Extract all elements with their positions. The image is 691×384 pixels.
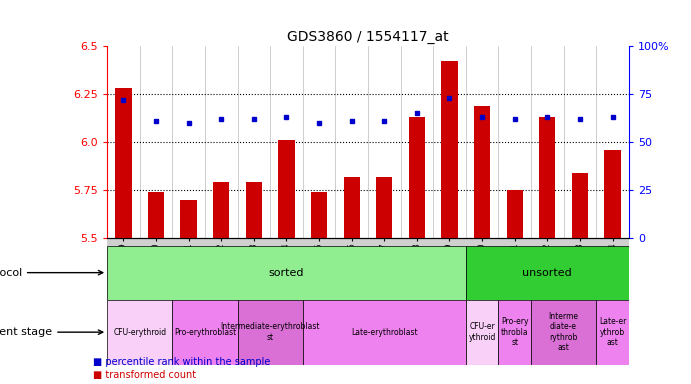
Bar (246, 182, 262, 238)
Text: Pro-ery
throbla
st: Pro-ery throbla st (501, 317, 529, 347)
Text: Late-er
ythrob
ast: Late-er ythrob ast (599, 317, 626, 347)
Bar (498, 300, 531, 365)
Bar (148, 192, 164, 238)
Bar (278, 140, 294, 238)
Text: unsorted: unsorted (522, 268, 572, 278)
Bar (507, 190, 523, 238)
Text: sorted: sorted (269, 268, 304, 278)
Title: GDS3860 / 1554117_at: GDS3860 / 1554117_at (287, 30, 448, 44)
Text: ■ percentile rank within the sample: ■ percentile rank within the sample (93, 357, 271, 367)
Text: CFU-er
ythroid: CFU-er ythroid (468, 323, 495, 342)
Bar (466, 246, 629, 300)
Text: protocol: protocol (0, 268, 103, 278)
Bar (238, 300, 303, 365)
Bar (442, 61, 457, 238)
Bar (466, 300, 498, 365)
Bar (571, 173, 588, 238)
Text: Late-erythroblast: Late-erythroblast (351, 328, 417, 337)
Bar (539, 117, 556, 238)
Bar (107, 246, 466, 300)
Text: CFU-erythroid: CFU-erythroid (113, 328, 167, 337)
Bar (376, 177, 392, 238)
Bar (605, 150, 621, 238)
Bar (596, 300, 629, 365)
Text: development stage: development stage (0, 327, 103, 337)
Bar (408, 117, 425, 238)
Bar (180, 200, 197, 238)
Bar (213, 182, 229, 238)
Text: Intermediate-erythroblast
st: Intermediate-erythroblast st (220, 323, 320, 342)
Text: Pro-erythroblast: Pro-erythroblast (174, 328, 236, 337)
Bar (531, 300, 596, 365)
Text: Interme
diate-e
rythrob
ast: Interme diate-e rythrob ast (549, 312, 578, 352)
Bar (172, 300, 238, 365)
Bar (303, 300, 466, 365)
Bar (311, 192, 328, 238)
Bar (115, 88, 131, 238)
Text: ■ transformed count: ■ transformed count (93, 370, 196, 380)
Bar (474, 106, 490, 238)
Bar (343, 177, 360, 238)
Bar (107, 300, 172, 365)
